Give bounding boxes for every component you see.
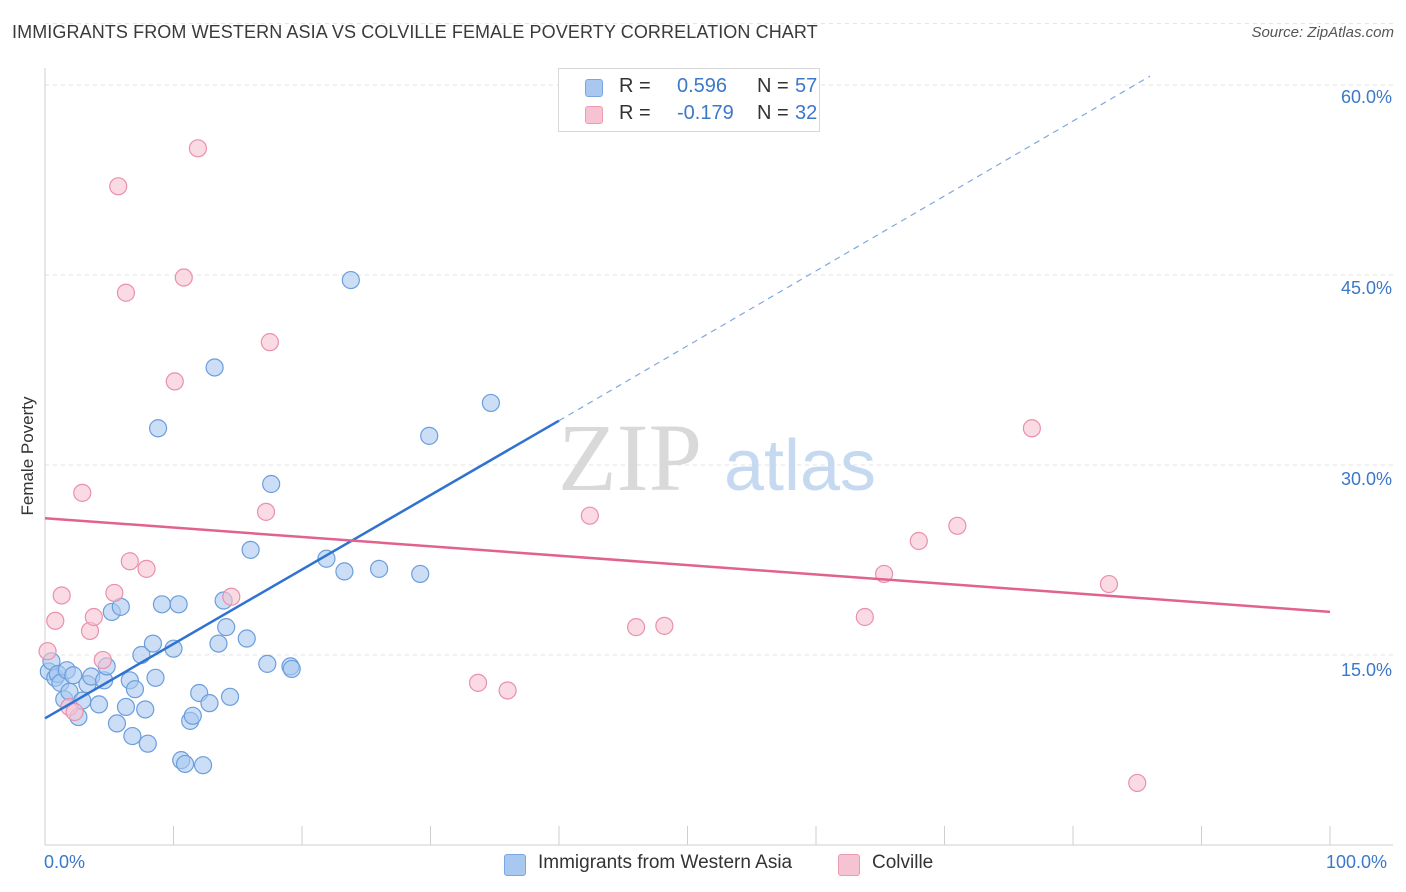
data-point — [193, 756, 213, 775]
trend-lines — [44, 75, 1331, 720]
data-point — [948, 516, 967, 535]
data-point — [52, 586, 71, 605]
data-point — [217, 618, 236, 637]
data-point — [209, 634, 228, 653]
stats-r-label: R = — [619, 102, 651, 124]
data-point — [282, 659, 301, 679]
data-point — [420, 426, 439, 445]
data-point — [1022, 419, 1041, 438]
chart-title: IMMIGRANTS FROM WESTERN ASIA VS COLVILLE… — [12, 22, 818, 42]
y-tick-label: 15.0% — [1340, 660, 1392, 680]
legend-label: Immigrants from Western Asia — [538, 852, 793, 873]
y-tick-label: 45.0% — [1340, 278, 1392, 298]
data-point — [188, 139, 208, 158]
data-point — [116, 283, 136, 302]
data-point — [481, 393, 500, 413]
data-point — [222, 587, 241, 606]
data-point — [200, 694, 219, 713]
data-point — [1099, 574, 1119, 594]
data-point — [205, 358, 224, 377]
stats-r-value: -0.179 — [677, 102, 734, 124]
stats-n-value: 57 — [795, 75, 818, 97]
data-point — [626, 618, 646, 637]
data-point — [137, 559, 156, 578]
data-point — [46, 611, 65, 630]
data-point — [169, 595, 188, 614]
data-point — [262, 474, 281, 494]
data-point — [1128, 773, 1147, 793]
data-point — [125, 680, 145, 699]
data-point — [411, 564, 430, 584]
data-point — [468, 673, 488, 692]
data-point — [105, 583, 124, 603]
data-point — [116, 697, 136, 717]
data-point — [93, 650, 112, 670]
data-point — [143, 634, 163, 653]
watermark-atlas: atlas — [724, 426, 876, 506]
stats-swatch-colville — [585, 106, 603, 124]
data-point — [136, 700, 155, 719]
data-point — [370, 559, 389, 578]
stats-r-label: R = — [619, 75, 651, 97]
x-tick-label: 100.0% — [1326, 852, 1388, 872]
trend-line-extension — [558, 75, 1151, 422]
data-point — [64, 666, 83, 685]
gridlines — [45, 23, 1393, 656]
axes — [44, 68, 1393, 846]
stats-n-value: 32 — [795, 102, 818, 124]
source-label: Source: ZipAtlas.com — [1251, 24, 1394, 41]
data-point — [146, 668, 165, 687]
data-point — [148, 419, 168, 438]
data-point — [89, 695, 109, 714]
data-point — [220, 687, 240, 706]
data-point — [152, 595, 172, 614]
trend-line-western-asia — [44, 419, 560, 720]
legend-label: Colville — [872, 852, 934, 873]
y-tick-label: 30.0% — [1340, 469, 1392, 489]
data-point — [183, 706, 202, 725]
data-point — [260, 333, 279, 352]
data-point — [855, 607, 874, 627]
data-point — [175, 754, 195, 774]
legend-swatch-colville — [838, 854, 860, 876]
data-point — [237, 629, 256, 648]
data-point — [909, 531, 928, 551]
data-point — [120, 552, 139, 571]
y-axis-label: Female Poverty — [18, 396, 37, 516]
data-point — [123, 726, 142, 746]
data-point — [107, 714, 127, 733]
data-point — [109, 177, 128, 196]
data-point — [258, 654, 277, 673]
data-point — [655, 616, 674, 635]
stats-r-value: 0.596 — [677, 75, 728, 97]
data-point — [165, 372, 184, 391]
data-point — [65, 702, 84, 722]
data-point — [335, 562, 354, 581]
data-point — [73, 483, 92, 502]
x-tick-label: 0.0% — [44, 852, 86, 872]
data-point — [498, 681, 517, 700]
stats-box: R = 0.596 N = 57 R = -0.179 N = 32 — [558, 68, 820, 132]
data-point — [241, 540, 260, 559]
data-point — [256, 502, 276, 521]
data-point — [174, 268, 193, 287]
data-point — [38, 642, 57, 661]
legend-swatch-western-asia — [504, 854, 526, 876]
y-tick-label: 60.0% — [1340, 87, 1392, 107]
data-point — [317, 549, 336, 568]
stats-swatch-western-asia — [585, 79, 603, 97]
stats-n-label: N = — [757, 75, 789, 97]
watermark-zip: ZIP — [558, 404, 702, 511]
data-point — [341, 270, 360, 290]
stats-n-label: N = — [757, 102, 789, 124]
data-point — [580, 506, 599, 525]
data-point — [84, 607, 103, 627]
data-point — [138, 734, 157, 753]
trend-line-colville — [44, 516, 1331, 614]
series-colville-points — [38, 139, 1147, 793]
